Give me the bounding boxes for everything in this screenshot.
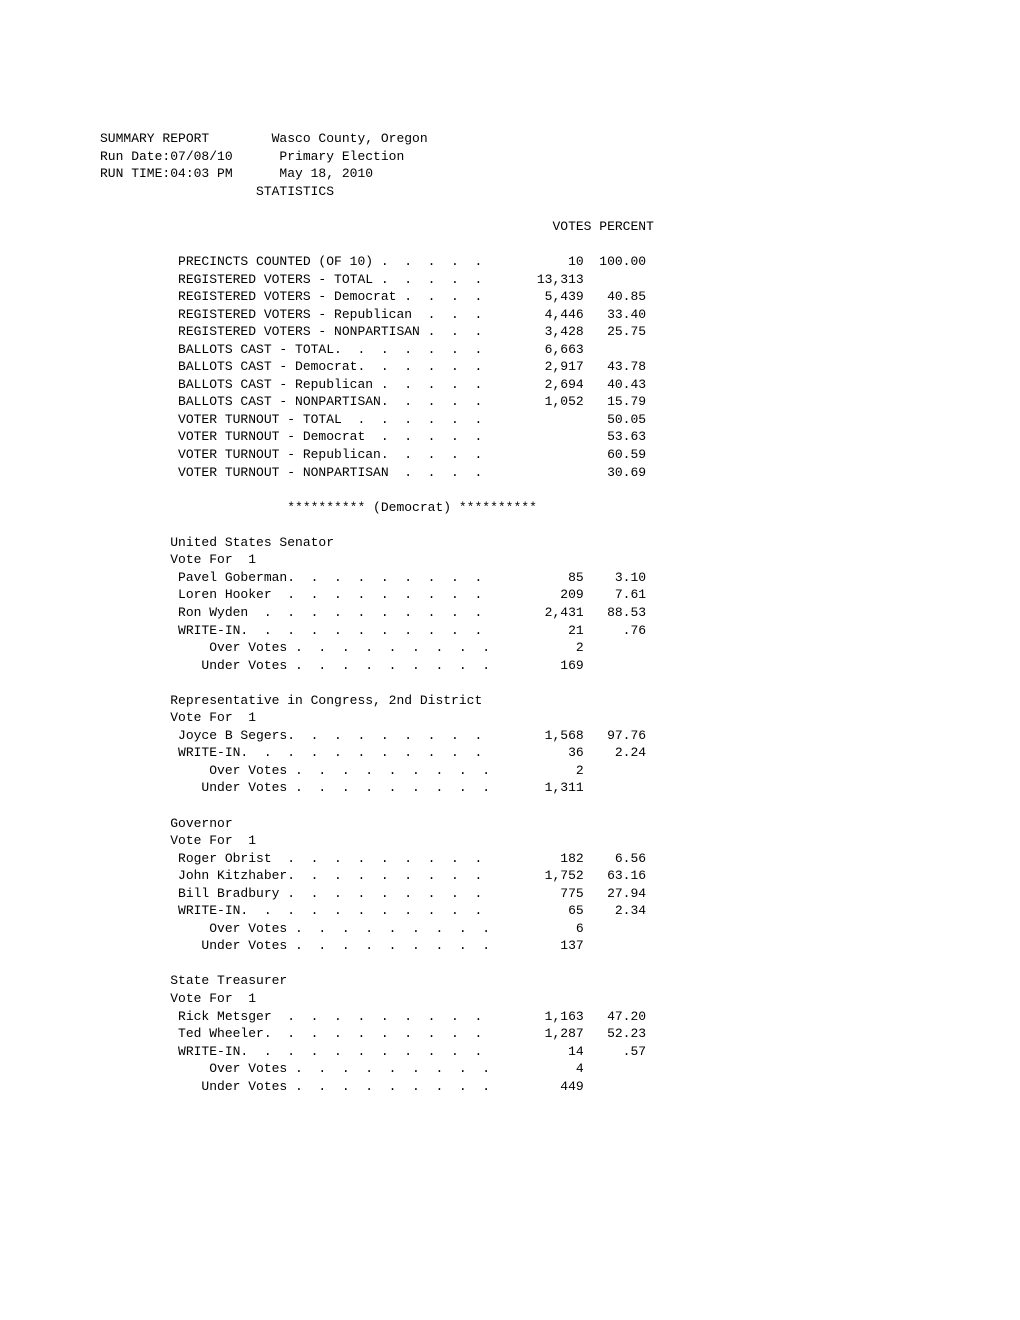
report-content: SUMMARY REPORT Wasco County, Oregon Run … xyxy=(100,130,920,1113)
